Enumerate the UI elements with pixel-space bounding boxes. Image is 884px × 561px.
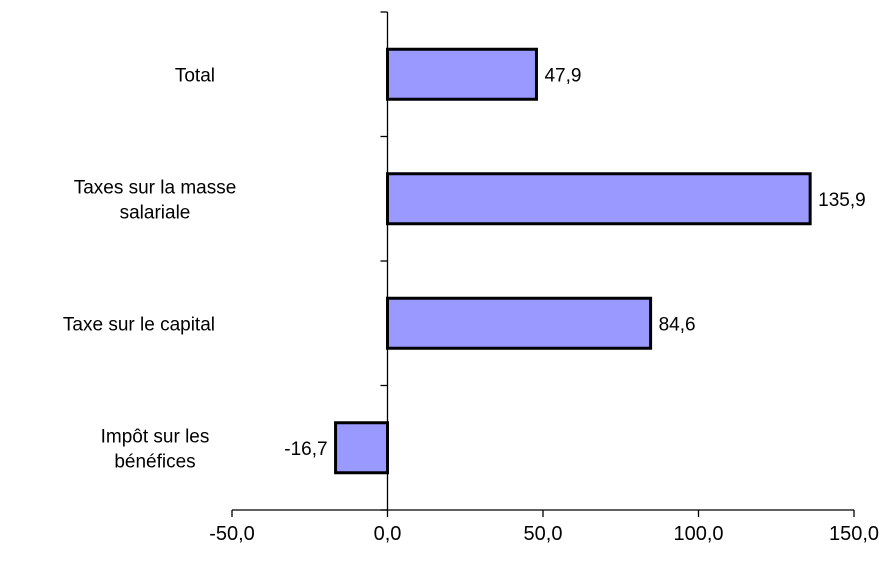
- data-label: 135,9: [818, 190, 866, 211]
- category-label: Impôt sur les bénéfices: [101, 426, 210, 472]
- x-tick-label: 100,0: [673, 523, 723, 545]
- bar: [386, 172, 812, 226]
- x-tick-label: 0,0: [374, 523, 402, 545]
- category-label: Taxe sur le capital: [63, 314, 215, 335]
- data-label: -16,7: [284, 439, 327, 460]
- bar: [334, 421, 389, 475]
- x-tick-label: 50,0: [524, 523, 563, 545]
- category-label: Total: [175, 65, 215, 86]
- bar: [386, 296, 653, 350]
- x-tick-label: 150,0: [829, 523, 879, 545]
- data-label: 47,9: [544, 65, 581, 86]
- data-label: 84,6: [659, 314, 696, 335]
- bar: [386, 47, 538, 101]
- plot-area: -50,0 0,0 50,0 100,0 150,0 47,9 Total 135,9 Taxe…: [63, 11, 879, 545]
- category-label: Taxes sur la masse salariale: [74, 177, 237, 223]
- x-tick-label: -50,0: [209, 523, 255, 545]
